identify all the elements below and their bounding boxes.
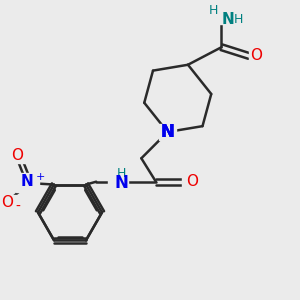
Text: N: N xyxy=(20,174,33,189)
Text: N: N xyxy=(115,174,128,192)
Text: O: O xyxy=(12,148,24,164)
Text: +: + xyxy=(36,172,45,182)
Bar xyxy=(0,195,18,209)
Bar xyxy=(159,124,176,140)
Bar xyxy=(160,125,175,139)
Bar xyxy=(208,8,238,24)
Text: H: H xyxy=(209,4,218,16)
Text: H: H xyxy=(117,167,126,180)
Bar xyxy=(16,173,39,192)
Text: H: H xyxy=(234,13,243,26)
Text: -: - xyxy=(16,200,20,214)
Text: N: N xyxy=(160,123,175,141)
Bar xyxy=(248,49,263,65)
Bar xyxy=(10,149,26,163)
Text: N: N xyxy=(160,123,175,141)
Bar xyxy=(108,173,128,190)
Bar xyxy=(182,174,197,190)
Text: N: N xyxy=(221,12,234,27)
Text: O: O xyxy=(186,174,198,189)
Text: O: O xyxy=(250,49,262,64)
Text: N: N xyxy=(160,123,175,141)
Text: O: O xyxy=(2,195,14,210)
